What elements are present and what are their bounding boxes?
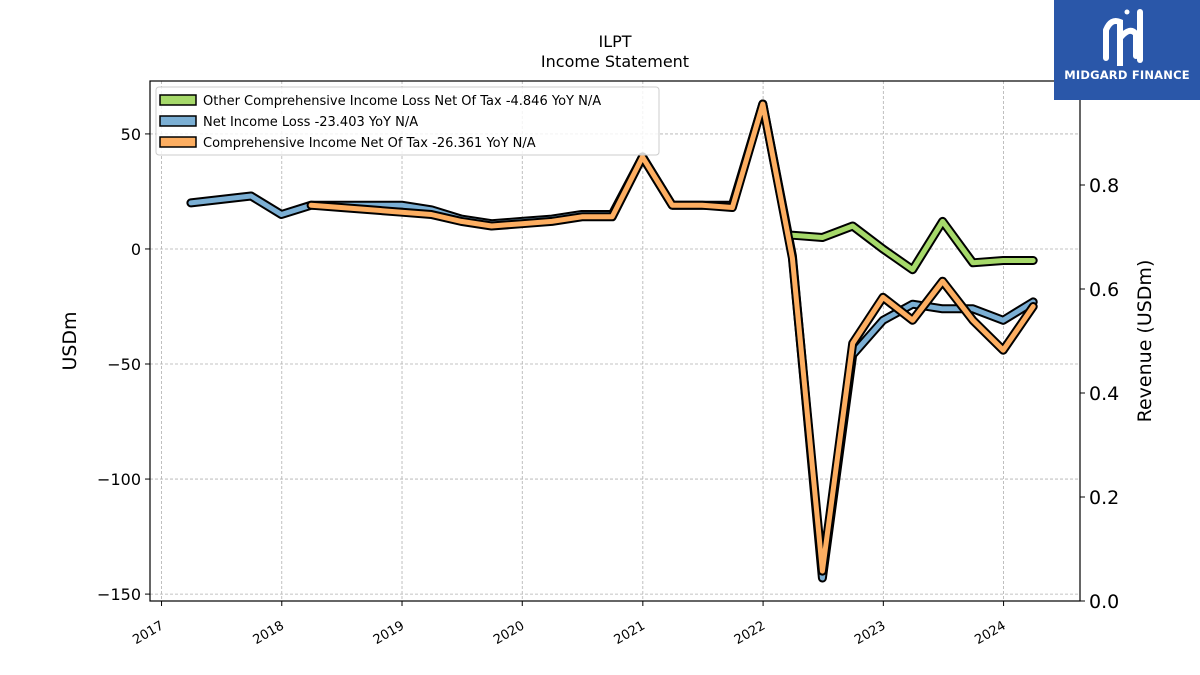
y-tick-label: 0 — [131, 240, 141, 259]
legend-label: Net Income Loss -23.403 YoY N/A — [203, 115, 418, 130]
legend-swatch — [159, 115, 197, 127]
grid-lines — [150, 81, 1080, 601]
plot-series — [186, 99, 1038, 583]
x-tick-label: 2022 — [732, 618, 768, 648]
series-line-outline — [186, 99, 1038, 583]
chart-title: ILPT — [598, 32, 631, 51]
y-tick-label: −50 — [107, 355, 141, 374]
logo-mark-icon — [1103, 9, 1143, 66]
y-tick-label: −150 — [97, 585, 141, 604]
series-line — [789, 218, 1036, 273]
y-tick-label: 50 — [121, 125, 141, 144]
series-line — [308, 101, 1036, 574]
legend-box — [155, 86, 660, 156]
x-tick-label: 2021 — [612, 618, 648, 648]
chart-subtitle: Income Statement — [541, 52, 689, 71]
brand-logo: MIDGARD FINANCE — [1054, 0, 1200, 100]
legend: Other Comprehensive Income Loss Net Of T… — [155, 86, 660, 156]
y-axis-label: USDm — [59, 311, 81, 370]
y2-tick-label: 0.6 — [1089, 279, 1119, 301]
y2-tick-label: 0.4 — [1089, 383, 1119, 405]
y2-tick-label: 0.8 — [1089, 175, 1119, 197]
series-other-comprehensive-income-loss-net-of-tax — [787, 216, 1038, 275]
x-tick-label: 2019 — [371, 618, 407, 648]
legend-swatch — [159, 94, 197, 106]
x-tick-label: 2023 — [852, 618, 888, 648]
x-tick-label: 2020 — [491, 618, 527, 648]
plot-frame — [149, 80, 1081, 602]
x-tick-label: 2017 — [130, 618, 166, 648]
series-line-outline — [306, 99, 1038, 576]
logo-text: MIDGARD FINANCE — [1064, 68, 1190, 82]
y2-tick-label: 0.2 — [1089, 487, 1119, 509]
series-comprehensive-income-net-of-tax — [306, 99, 1038, 576]
y-tick-label: −100 — [97, 470, 141, 489]
series-net-income-loss — [186, 99, 1038, 583]
y2-tick-label: 0.0 — [1089, 591, 1119, 613]
y2-axis-label: Revenue (USDm) — [1134, 260, 1156, 423]
legend-label: Other Comprehensive Income Loss Net Of T… — [203, 94, 601, 109]
legend-swatch — [159, 136, 197, 148]
x-tick-label: 2018 — [251, 618, 287, 648]
axes: 50 0 −50 −100 −150 0.0 0.2 0.4 0.6 0.8 2017 2018 201… — [97, 125, 1119, 648]
x-tick-label: 2024 — [972, 618, 1008, 648]
series-line — [188, 101, 1036, 581]
legend-label: Comprehensive Income Net Of Tax -26.361 … — [203, 136, 536, 151]
